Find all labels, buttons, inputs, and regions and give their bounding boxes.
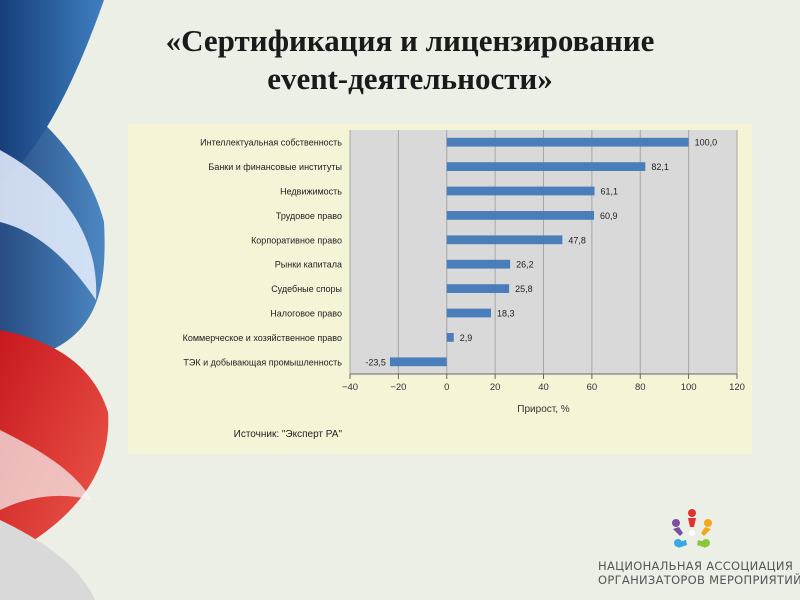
- bar: [446, 333, 454, 342]
- data-label: 60,9: [600, 211, 618, 221]
- x-tick-label: −40: [342, 382, 358, 393]
- bar: [446, 308, 492, 318]
- bar: [446, 284, 510, 293]
- x-tick-label: 0: [444, 382, 449, 393]
- category-label: Коммерческое и хозяйственное право: [183, 333, 342, 343]
- data-label: -23,5: [365, 357, 386, 367]
- category-label: Рынки капитала: [275, 260, 342, 270]
- x-tick-label: −20: [390, 382, 406, 393]
- category-label: Судебные споры: [271, 284, 342, 294]
- decorative-swoosh: [0, 0, 109, 600]
- data-label: 2,9: [460, 333, 473, 343]
- bar: [389, 357, 447, 367]
- slide-title-line-2: event-деятельности»: [267, 61, 553, 96]
- x-tick-label: 120: [729, 382, 745, 393]
- category-label: Интеллектуальная собственность: [200, 138, 342, 148]
- organization-name-line-2: ОРГАНИЗАТОРОВ МЕРОПРИЯТИЙ: [598, 573, 800, 587]
- data-label: 100,0: [695, 138, 718, 148]
- x-tick-label: 100: [681, 382, 697, 393]
- organization-name-line-1: НАЦИОНАЛЬНАЯ АССОЦИАЦИЯ: [598, 559, 794, 573]
- organization-name: НАЦИОНАЛЬНАЯ АССОЦИАЦИЯ ОРГАНИЗАТОРОВ МЕ…: [598, 559, 800, 587]
- bar: [446, 211, 595, 220]
- slide-title: «Сертификация и лицензирование event-дея…: [90, 22, 730, 98]
- slide-title-line-1: «Сертификация и лицензирование: [165, 23, 655, 58]
- bar-chart: −40 −20 0 20 40 60 80 100 120 100,0 Интеллектуальн…: [183, 130, 745, 440]
- data-label: 61,1: [601, 187, 619, 197]
- category-label: Корпоративное право: [251, 235, 342, 245]
- data-label: 26,2: [516, 260, 534, 270]
- data-label: 18,3: [497, 309, 515, 319]
- category-label: Банки и финансовые институты: [208, 162, 342, 172]
- x-tick-label: 80: [635, 382, 646, 393]
- category-label: ТЭК и добывающая промышленность: [183, 357, 342, 367]
- data-label: 47,8: [568, 235, 586, 245]
- data-label: 25,8: [515, 284, 533, 294]
- chart-panel: −40 −20 0 20 40 60 80 100 120 100,0 Интеллектуальн…: [128, 124, 752, 454]
- category-label: Недвижимость: [280, 187, 342, 197]
- x-tick-label: 60: [587, 382, 598, 393]
- bar: [446, 186, 595, 196]
- bar: [446, 235, 563, 245]
- x-axis-title: Прирост, %: [517, 404, 569, 415]
- source-note: Источник: "Эксперт РА": [234, 429, 343, 440]
- bar: [446, 137, 689, 147]
- data-label: 82,1: [651, 162, 669, 172]
- category-label: Налоговое право: [270, 309, 342, 319]
- bar: [446, 162, 646, 171]
- x-tick-label: 40: [538, 382, 549, 393]
- category-label: Трудовое право: [276, 211, 342, 221]
- bar: [446, 259, 511, 269]
- association-logo-icon: [672, 509, 712, 548]
- x-tick-label: 20: [490, 382, 501, 393]
